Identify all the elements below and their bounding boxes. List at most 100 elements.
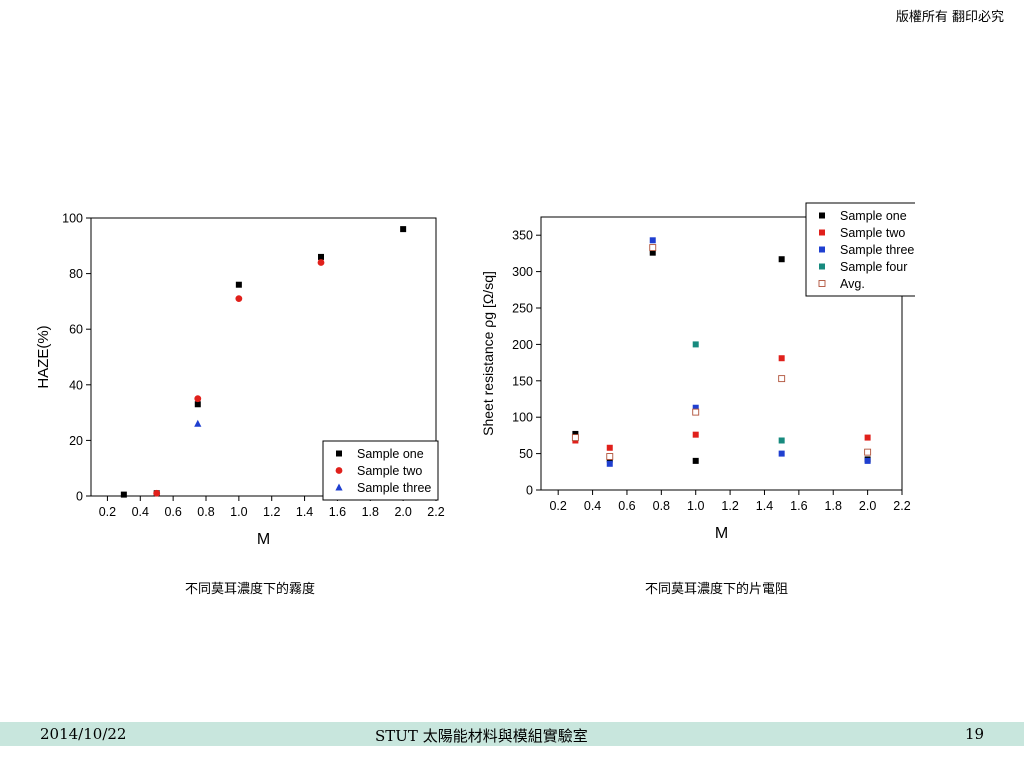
data-point [778, 450, 785, 457]
series-sample-two [153, 259, 325, 497]
data-point [778, 375, 786, 383]
x-tick-label: 2.0 [859, 499, 876, 513]
x-tick-label: 0.4 [132, 505, 149, 519]
data-point [194, 395, 202, 403]
data-point [692, 341, 699, 348]
legend-marker [335, 483, 343, 491]
series-avg [571, 244, 872, 460]
legend-label: Sample four [840, 260, 907, 274]
data-point [153, 489, 161, 497]
series-sample-four [692, 341, 785, 444]
legend-marker [335, 467, 343, 474]
caption-sheet-resistance: 不同莫耳濃度下的片電阻 [645, 582, 789, 597]
series-sample-three [194, 419, 202, 427]
legend-label: Sample one [840, 209, 907, 223]
legend-label: Sample two [357, 464, 422, 478]
y-tick-label: 250 [512, 302, 533, 316]
x-tick-label: 1.4 [296, 505, 313, 519]
y-tick-label: 20 [69, 434, 83, 448]
haze-chart: 0.2 0.4 0.6 0.8 1.0 1.2 1.4 1.6 1.8 2.0 2.2 0 20 40 60… [35, 212, 445, 549]
data-point [194, 419, 202, 427]
data-point [649, 249, 656, 256]
data-point [692, 457, 699, 464]
data-point [692, 404, 699, 411]
x-tick-label: 0.4 [584, 499, 601, 513]
x-tick-label: 1.4 [756, 499, 773, 513]
data-point [606, 453, 614, 460]
y-tick-label: 0 [526, 484, 533, 498]
x-tick-label: 0.2 [99, 505, 116, 519]
data-point [864, 448, 872, 456]
data-point [606, 460, 613, 467]
legend-label: Sample two [840, 226, 905, 240]
legend-marker [818, 280, 826, 287]
x-axis-label: M [715, 525, 728, 542]
data-point [692, 408, 700, 416]
x-tick-label: 0.6 [164, 505, 181, 519]
x-tick-label: 1.2 [263, 505, 280, 519]
y-tick-label: 100 [62, 212, 83, 226]
legend-marker [819, 229, 825, 236]
data-point [572, 430, 579, 437]
x-tick-label: 2.0 [394, 505, 411, 519]
legend-label: Avg. [840, 277, 865, 291]
y-axis-label: HAZE(%) [35, 325, 52, 388]
y-tick-label: 100 [512, 411, 533, 425]
x-tick-label: 1.8 [362, 505, 379, 519]
x-tick-label: 0.2 [549, 499, 566, 513]
y-tick-label: 40 [69, 378, 83, 392]
data-point [778, 256, 785, 263]
data-point [235, 295, 243, 303]
data-point [778, 355, 785, 362]
data-point [194, 401, 201, 408]
data-point [864, 457, 871, 464]
x-tick-label: 1.0 [230, 505, 247, 519]
x-tick-label: 1.2 [721, 499, 738, 513]
data-point [318, 253, 324, 260]
data-point [649, 244, 657, 252]
x-axis-label: M [257, 531, 270, 548]
data-point [692, 431, 699, 438]
sheet-resistance-chart: 0.2 0.4 0.6 0.8 1.0 1.2 1.4 1.6 1.8 2.0 2.2 0 50 100 1… [480, 202, 915, 542]
legend-marker [819, 246, 825, 253]
data-point [778, 437, 785, 444]
legend-marker [819, 263, 825, 270]
legend-marker [336, 450, 342, 457]
y-tick-label: 200 [512, 338, 533, 352]
data-point [649, 237, 656, 244]
x-tick-label: 1.6 [790, 499, 807, 513]
footer-bar: 2014/10/22 STUT 太陽能材料與模組實驗室 19 [0, 722, 1024, 746]
y-tick-label: 60 [69, 323, 83, 337]
legend-marker [819, 212, 825, 219]
legend-label: Sample three [357, 481, 431, 495]
x-tick-label: 1.6 [329, 505, 346, 519]
data-point [120, 491, 127, 498]
legend-label: Sample one [357, 447, 424, 461]
footer-title: STUT 太陽能材料與模組實驗室 [375, 727, 588, 745]
data-point [400, 226, 407, 233]
data-point [571, 434, 579, 442]
x-tick-label: 0.6 [618, 499, 635, 513]
y-tick-label: 80 [69, 267, 83, 281]
data-point [235, 281, 242, 288]
x-tick-label: 2.2 [427, 505, 444, 519]
y-tick-label: 150 [512, 374, 533, 388]
data-point [606, 444, 613, 451]
series-sample-three [606, 237, 871, 467]
footer-page-number: 19 [965, 725, 985, 743]
legend-label: Sample three [840, 243, 914, 257]
caption-haze: 不同莫耳濃度下的霧度 [185, 582, 316, 597]
y-tick-label: 50 [519, 447, 533, 461]
x-tick-label: 2.2 [893, 499, 910, 513]
x-tick-label: 0.8 [653, 499, 670, 513]
copyright-notice: 版權所有 翻印必究 [895, 10, 1004, 25]
y-tick-label: 300 [512, 265, 533, 279]
series-sample-two [572, 355, 871, 451]
data-point [317, 259, 325, 266]
data-point [864, 434, 871, 441]
y-tick-label: 350 [512, 229, 533, 243]
footer-date: 2014/10/22 [40, 725, 127, 743]
y-tick-label: 0 [76, 490, 83, 504]
y-axis-label: Sheet resistance ρg [Ω/sq] [480, 271, 496, 436]
x-tick-label: 1.0 [687, 499, 704, 513]
